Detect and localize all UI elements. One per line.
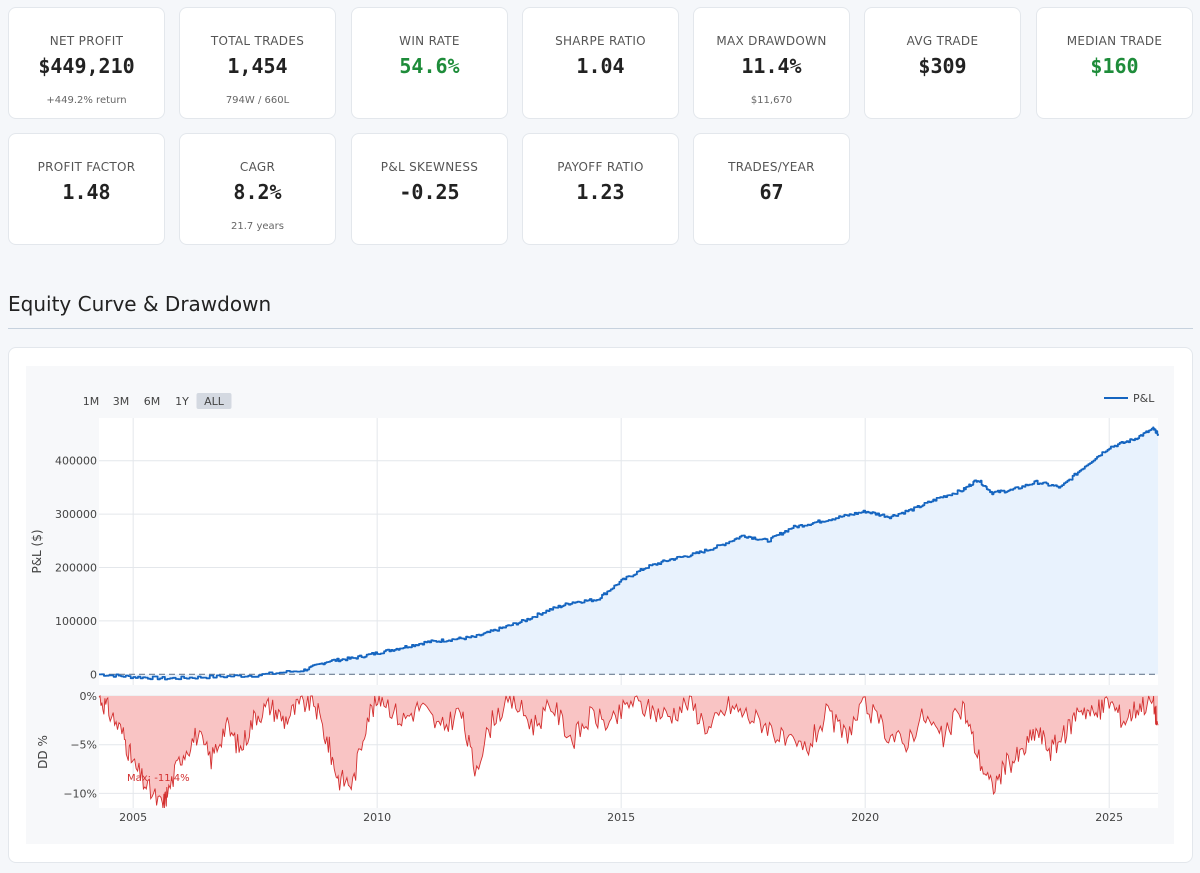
y-tick-label: 200000 bbox=[55, 562, 97, 575]
metric-card-net-profit: NET PROFIT $449,210 +449.2% return bbox=[8, 7, 165, 119]
metric-card-avg-trade: AVG TRADE $309 bbox=[864, 7, 1021, 119]
range-button-label[interactable]: 6M bbox=[144, 395, 161, 408]
y-tick-label: 100000 bbox=[55, 615, 97, 628]
metric-subtext: 21.7 years bbox=[231, 221, 284, 232]
metric-value: 1.23 bbox=[576, 180, 625, 204]
metric-subtext: $11,670 bbox=[750, 95, 793, 106]
y-tick-label: 0% bbox=[80, 690, 97, 703]
metric-value: 54.6% bbox=[399, 54, 460, 78]
range-button-label[interactable]: 1Y bbox=[175, 395, 189, 408]
metric-subtext: 794W / 660L bbox=[225, 95, 290, 106]
metric-value: 11.4% bbox=[741, 54, 802, 78]
metric-card-trades-year: TRADES/YEAR 67 bbox=[693, 133, 850, 245]
metric-value: 1.48 bbox=[62, 180, 111, 204]
metric-label: SHARPE RATIO bbox=[555, 34, 646, 48]
metric-label: PROFIT FACTOR bbox=[37, 160, 136, 174]
legend-label: P&L bbox=[1133, 392, 1155, 405]
metric-value: $449,210 bbox=[38, 54, 135, 78]
metric-label: MEDIAN TRADE bbox=[1066, 34, 1163, 48]
range-button-label[interactable]: 3M bbox=[113, 395, 130, 408]
metric-label: TRADES/YEAR bbox=[728, 160, 815, 174]
metric-value: 67 bbox=[759, 180, 784, 204]
metric-label: AVG TRADE bbox=[906, 34, 979, 48]
y-tick-label: 0 bbox=[90, 668, 97, 681]
metric-label: WIN RATE bbox=[399, 34, 460, 48]
y-tick-label: 400000 bbox=[55, 455, 97, 468]
metric-label: TOTAL TRADES bbox=[210, 34, 305, 48]
x-tick-label: 2020 bbox=[851, 811, 879, 824]
metric-value: 8.2% bbox=[233, 180, 282, 204]
legend-pnl[interactable]: P&L bbox=[1104, 392, 1155, 405]
metric-card-pnl-skewness: P&L SKEWNESS -0.25 bbox=[351, 133, 508, 245]
y-tick-label: −5% bbox=[70, 739, 97, 752]
metric-card-total-trades: TOTAL TRADES 1,454 794W / 660L bbox=[179, 7, 336, 119]
range-button-label[interactable]: ALL bbox=[204, 395, 225, 408]
range-button-3m[interactable]: 3M bbox=[107, 393, 135, 409]
section-title: Equity Curve & Drawdown bbox=[8, 292, 272, 316]
section-divider bbox=[8, 328, 1193, 329]
metric-value: $160 bbox=[1090, 54, 1139, 78]
drawdown-area bbox=[99, 696, 1158, 808]
metric-value: -0.25 bbox=[399, 180, 460, 204]
max-drawdown-annotation: Max: -11.4% bbox=[127, 773, 190, 784]
metric-label: CAGR bbox=[239, 160, 276, 174]
metric-value: $309 bbox=[918, 54, 967, 78]
y-tick-label: 300000 bbox=[55, 508, 97, 521]
equity-line bbox=[99, 426, 1159, 681]
metric-value: 1.04 bbox=[576, 54, 625, 78]
y-axis-title-drawdown: DD % bbox=[36, 735, 50, 769]
equity-area bbox=[99, 427, 1158, 680]
metric-card-payoff-ratio: PAYOFF RATIO 1.23 bbox=[522, 133, 679, 245]
metric-card-median-trade: MEDIAN TRADE $160 bbox=[1036, 7, 1193, 119]
metric-card-win-rate: WIN RATE 54.6% bbox=[351, 7, 508, 119]
x-tick-label: 2015 bbox=[607, 811, 635, 824]
x-tick-label: 2005 bbox=[119, 811, 147, 824]
range-button-label[interactable]: 1M bbox=[83, 395, 100, 408]
metric-card-profit-factor: PROFIT FACTOR 1.48 bbox=[8, 133, 165, 245]
metric-label: P&L SKEWNESS bbox=[380, 160, 479, 174]
x-tick-label: 2010 bbox=[363, 811, 391, 824]
range-button-1y[interactable]: 1Y bbox=[168, 393, 196, 409]
x-tick-label: 2025 bbox=[1095, 811, 1123, 824]
metric-card-max-drawdown: MAX DRAWDOWN 11.4% $11,670 bbox=[693, 7, 850, 119]
drawdown-line bbox=[98, 694, 1159, 809]
range-button-bg[interactable] bbox=[196, 393, 232, 409]
range-button-all[interactable]: ALL bbox=[196, 393, 232, 409]
metric-label: PAYOFF RATIO bbox=[557, 160, 644, 174]
range-button-6m[interactable]: 6M bbox=[138, 393, 166, 409]
metric-value: 1,454 bbox=[227, 54, 288, 78]
y-axis-title-equity: P&L ($) bbox=[30, 529, 44, 573]
metric-card-cagr: CAGR 8.2% 21.7 years bbox=[179, 133, 336, 245]
metric-card-sharpe-ratio: SHARPE RATIO 1.04 bbox=[522, 7, 679, 119]
y-tick-label: −10% bbox=[63, 787, 97, 800]
range-button-1m[interactable]: 1M bbox=[77, 393, 105, 409]
metric-label: NET PROFIT bbox=[49, 34, 124, 48]
metric-label: MAX DRAWDOWN bbox=[716, 34, 827, 48]
metric-subtext: +449.2% return bbox=[46, 95, 127, 106]
